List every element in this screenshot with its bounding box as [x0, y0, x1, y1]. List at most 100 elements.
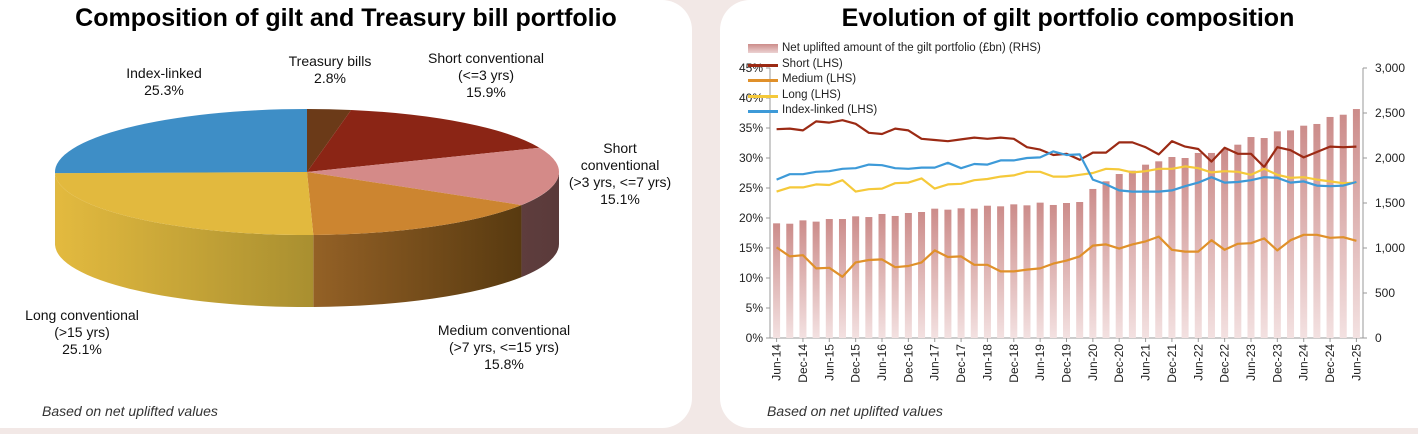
legend-label: Long (LHS): [782, 88, 841, 101]
line-footnote: Based on net uplifted values: [767, 403, 943, 419]
pie-slice: [307, 109, 540, 172]
bar: [1142, 164, 1150, 338]
pie-slice: [307, 172, 522, 235]
left-tick-label: 15%: [739, 241, 763, 255]
pie-label-line: (>7 yrs, <=15 yrs): [448, 339, 560, 355]
x-tick-label: Jun-24: [1297, 344, 1311, 381]
left-tick-label: 10%: [739, 271, 763, 285]
legend-label: Net uplifted amount of the gilt portfoli…: [782, 42, 1041, 54]
series-line-index-linked: [776, 150, 1357, 193]
pie-value-label: 15.1%: [600, 191, 640, 207]
pie-label: Short conventional (>3 yrs, <=7 yrs) 15.1%: [569, 140, 671, 208]
left-tick-label: 25%: [739, 181, 763, 195]
pie-label-line: Treasury bills: [288, 53, 372, 69]
legend-item: Net uplifted amount of the gilt portfoli…: [748, 42, 1041, 54]
left-tick-label: 20%: [739, 211, 763, 225]
legend-swatch: [748, 94, 778, 98]
right-tick-label: 1,000: [1375, 241, 1405, 255]
bar: [1076, 202, 1084, 338]
bar: [904, 212, 912, 338]
pie-label-line: conventional: [580, 157, 660, 173]
legend-label: Short (LHS): [782, 57, 843, 70]
legend-item: Short (LHS): [748, 57, 843, 70]
legend-item: Long (LHS): [748, 88, 841, 101]
bar: [878, 213, 886, 338]
pie-label: Long conventional (>15 yrs) 25.1%: [25, 307, 139, 358]
combo-chart: 0%5%10%15%20%25%30%35%40%45%05001,0001,5…: [739, 61, 1405, 383]
bar: [1247, 137, 1255, 338]
x-tick-label: Jun-25: [1349, 344, 1363, 381]
right-tick-label: 500: [1375, 286, 1395, 300]
pie-footnote: Based on net uplifted values: [42, 403, 218, 419]
bar: [865, 217, 873, 338]
legend-swatch: [748, 79, 778, 82]
bar: [773, 223, 781, 338]
left-tick-label: 0%: [746, 331, 764, 345]
legend-swatch: [748, 63, 778, 67]
bar: [1300, 125, 1308, 338]
bar: [799, 220, 807, 338]
bar: [891, 215, 899, 338]
bar: [1049, 204, 1057, 338]
right-tick-label: 0: [1375, 331, 1382, 345]
bar: [1352, 109, 1360, 338]
bar: [812, 221, 820, 338]
line-chart-title: Evolution of gilt portfolio composition: [841, 4, 1295, 32]
bar: [1115, 174, 1123, 338]
legend-swatch: [748, 44, 778, 53]
x-tick-label: Jun-15: [822, 344, 836, 381]
bar: [1339, 114, 1347, 339]
pie-label: Short conventional (<=3 yrs) 15.9%: [428, 50, 544, 101]
series-line-long: [776, 165, 1357, 193]
legend-label: Medium (LHS): [782, 73, 857, 85]
series-line-short: [776, 119, 1357, 169]
left-tick-label: 30%: [739, 151, 763, 165]
pie-chart: [54, 109, 559, 307]
left-tick-label: 5%: [746, 301, 764, 315]
pie-slice: [55, 172, 314, 235]
pie-label: Index-linked 25.3%: [126, 65, 202, 99]
pie-slice: [307, 109, 352, 172]
pie-label-line: Short conventional: [428, 50, 544, 66]
x-tick-label: Jun-14: [770, 344, 784, 381]
pie-label-line: Long conventional: [25, 307, 139, 323]
x-tick-label: Jun-22: [1191, 344, 1205, 381]
pie-chart-panel: Composition of gilt and Treasury bill po…: [0, 0, 692, 428]
bar: [786, 223, 794, 338]
bar: [838, 219, 846, 338]
pie-side-3: [313, 205, 522, 307]
bar: [1326, 116, 1334, 339]
bar: [1194, 152, 1202, 338]
bar: [852, 216, 860, 338]
bar: [1273, 131, 1281, 338]
legend-item: Index-linked (LHS): [748, 104, 878, 116]
x-tick-label: Jun-19: [1033, 344, 1047, 381]
pie-label: Medium conventional (>7 yrs, <=15 yrs) 15.…: [438, 322, 570, 373]
x-tick-label: Dec-22: [1218, 344, 1232, 383]
legend-swatch: [748, 110, 778, 113]
x-tick-label: Dec-24: [1323, 344, 1337, 383]
bar: [1287, 130, 1295, 338]
bar: [918, 212, 926, 338]
bar: [1063, 203, 1070, 338]
legend-item: Medium (LHS): [748, 73, 857, 85]
pie-value-label: 25.3%: [144, 82, 184, 98]
legend-label: Index-linked (LHS): [782, 104, 878, 116]
bar: [1168, 157, 1176, 338]
x-tick-label: Dec-23: [1270, 344, 1284, 383]
bar: [1181, 158, 1189, 338]
pie-chart-title: Composition of gilt and Treasury bill po…: [75, 4, 617, 32]
left-tick-label: 40%: [739, 91, 763, 105]
pie-label: Treasury bills 2.8%: [289, 53, 372, 87]
bar: [1128, 170, 1136, 338]
right-tick-label: 2,000: [1375, 151, 1405, 165]
pie-value-label: 2.8%: [314, 70, 346, 86]
pie-label-line: (>3 yrs, <=7 yrs): [568, 174, 672, 190]
x-tick-label: Dec-20: [1112, 344, 1126, 383]
bar: [1036, 202, 1044, 338]
bar: [1102, 181, 1110, 338]
bar: [1221, 149, 1229, 338]
pie-label-line: Medium conventional: [437, 322, 571, 338]
right-tick-label: 3,000: [1375, 61, 1405, 75]
pie-value-label: 15.9%: [466, 84, 506, 100]
